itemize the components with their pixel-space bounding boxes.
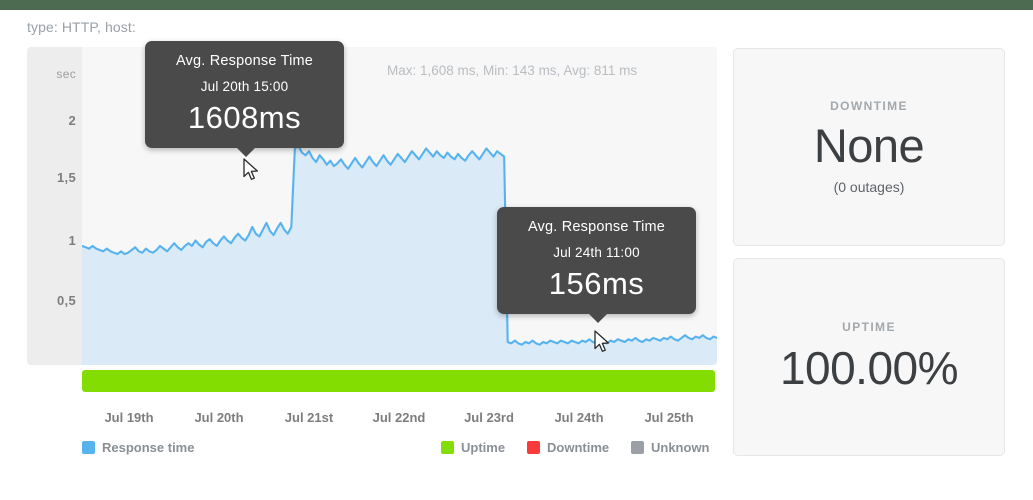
y-axis-unit-label: sec	[56, 67, 76, 81]
y-axis-tick-2: 2	[68, 113, 76, 128]
legend-swatch-icon	[527, 441, 540, 454]
uptime-panel-value: 100.00%	[779, 341, 959, 394]
tooltip-title: Avg. Response Time	[175, 53, 314, 69]
legend-item-downtime[interactable]: Downtime	[527, 440, 609, 455]
x-axis-tick-3: Jul 22nd	[372, 410, 426, 425]
legend-item-uptime[interactable]: Uptime	[441, 440, 505, 455]
x-axis-tick-5: Jul 24th	[554, 410, 604, 425]
downtime-panel-label: DOWNTIME	[830, 98, 908, 113]
chart-legend: Response time Uptime Downtime Unknown	[27, 440, 717, 462]
chart-stats-summary: Max: 1,608 ms, Min: 143 ms, Avg: 811 ms	[387, 63, 638, 78]
monitor-info-line: type: HTTP, host:	[27, 19, 136, 35]
tooltip-value: 1608ms	[187, 100, 302, 135]
y-axis-tick-0_5: 0,5	[57, 293, 76, 308]
downtime-panel-outages: (0 outages)	[833, 179, 905, 196]
app-top-bar	[0, 0, 1033, 10]
uptime-summary-panel: UPTIME 100.00%	[733, 258, 1005, 456]
x-axis-tick-2: Jul 21st	[284, 410, 334, 425]
legend-item-response-time[interactable]: Response time	[82, 440, 194, 455]
legend-item-unknown[interactable]: Unknown	[631, 440, 710, 455]
tooltip-tail	[235, 147, 256, 157]
tooltip-response-time-peak: Avg. Response Time Jul 20th 15:00 1608ms	[145, 41, 344, 157]
tooltip-tail	[587, 313, 608, 323]
response-time-series	[82, 144, 717, 365]
mouse-cursor-icon	[243, 158, 260, 187]
x-axis-tick-6: Jul 25th	[644, 410, 694, 425]
response-time-chart-card: sec 2 1,5 1 0,5 Max: 1,608 ms, Min: 143 …	[27, 47, 717, 365]
tooltip-value: 156ms	[548, 266, 645, 301]
legend-label: Downtime	[547, 440, 610, 455]
legend-label: Uptime	[461, 440, 506, 455]
chart-x-axis: Jul 19th Jul 20th Jul 21st Jul 22nd Jul …	[27, 410, 717, 430]
tooltip-date: Jul 20th 15:00	[200, 79, 289, 94]
y-axis-tick-1: 1	[68, 233, 76, 248]
uptime-panel-label: UPTIME	[842, 319, 896, 334]
monitor-info-prefix: type: HTTP, host:	[27, 19, 136, 35]
x-axis-tick-0: Jul 19th	[104, 410, 154, 425]
legend-label: Unknown	[651, 440, 710, 455]
x-axis-tick-4: Jul 23rd	[464, 410, 514, 425]
legend-swatch-icon	[631, 441, 644, 454]
status-band-uptime[interactable]	[82, 370, 715, 392]
tooltip-date: Jul 24th 11:00	[553, 245, 640, 260]
downtime-summary-panel: DOWNTIME None (0 outages)	[733, 48, 1005, 246]
tooltip-title: Avg. Response Time	[527, 219, 666, 235]
legend-swatch-icon	[82, 441, 95, 454]
chart-y-axis-gutter: sec 2 1,5 1 0,5	[27, 47, 82, 365]
status-timeline[interactable]	[82, 370, 715, 392]
y-axis-tick-1_5: 1,5	[57, 170, 76, 185]
legend-label: Response time	[102, 440, 195, 455]
x-axis-tick-1: Jul 20th	[194, 410, 244, 425]
downtime-panel-value: None	[813, 118, 925, 172]
legend-swatch-icon	[441, 441, 454, 454]
mouse-cursor-icon	[594, 330, 611, 359]
tooltip-response-time-low: Avg. Response Time Jul 24th 11:00 156ms	[497, 207, 696, 323]
